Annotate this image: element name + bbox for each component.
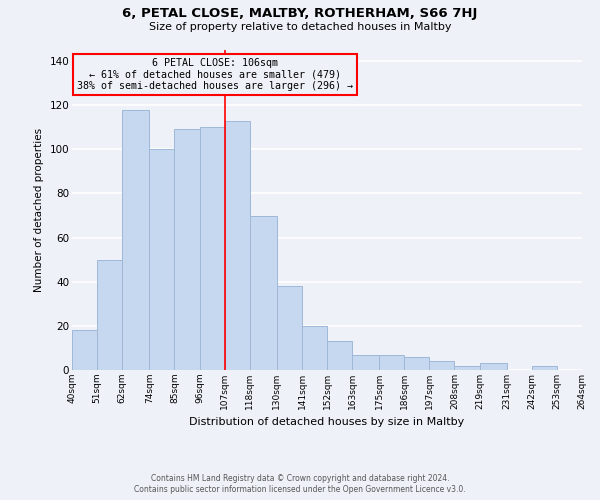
Bar [277, 286, 302, 370]
Bar [430, 361, 455, 370]
Bar [149, 150, 175, 370]
Bar [404, 357, 430, 370]
Text: Contains HM Land Registry data © Crown copyright and database right 2024.
Contai: Contains HM Land Registry data © Crown c… [134, 474, 466, 494]
Bar [352, 354, 379, 370]
Bar [327, 342, 352, 370]
Bar [532, 366, 557, 370]
Text: 6, PETAL CLOSE, MALTBY, ROTHERHAM, S66 7HJ: 6, PETAL CLOSE, MALTBY, ROTHERHAM, S66 7… [122, 8, 478, 20]
Bar [379, 354, 404, 370]
Y-axis label: Number of detached properties: Number of detached properties [34, 128, 44, 292]
Text: Size of property relative to detached houses in Maltby: Size of property relative to detached ho… [149, 22, 451, 32]
Bar [72, 330, 97, 370]
Bar [479, 364, 507, 370]
Bar [224, 120, 250, 370]
Bar [250, 216, 277, 370]
Bar [122, 110, 149, 370]
Bar [302, 326, 327, 370]
Bar [97, 260, 122, 370]
Text: 6 PETAL CLOSE: 106sqm
← 61% of detached houses are smaller (479)
38% of semi-det: 6 PETAL CLOSE: 106sqm ← 61% of detached … [77, 58, 353, 91]
Bar [175, 130, 199, 370]
Bar [455, 366, 479, 370]
Bar [199, 127, 224, 370]
X-axis label: Distribution of detached houses by size in Maltby: Distribution of detached houses by size … [190, 418, 464, 428]
